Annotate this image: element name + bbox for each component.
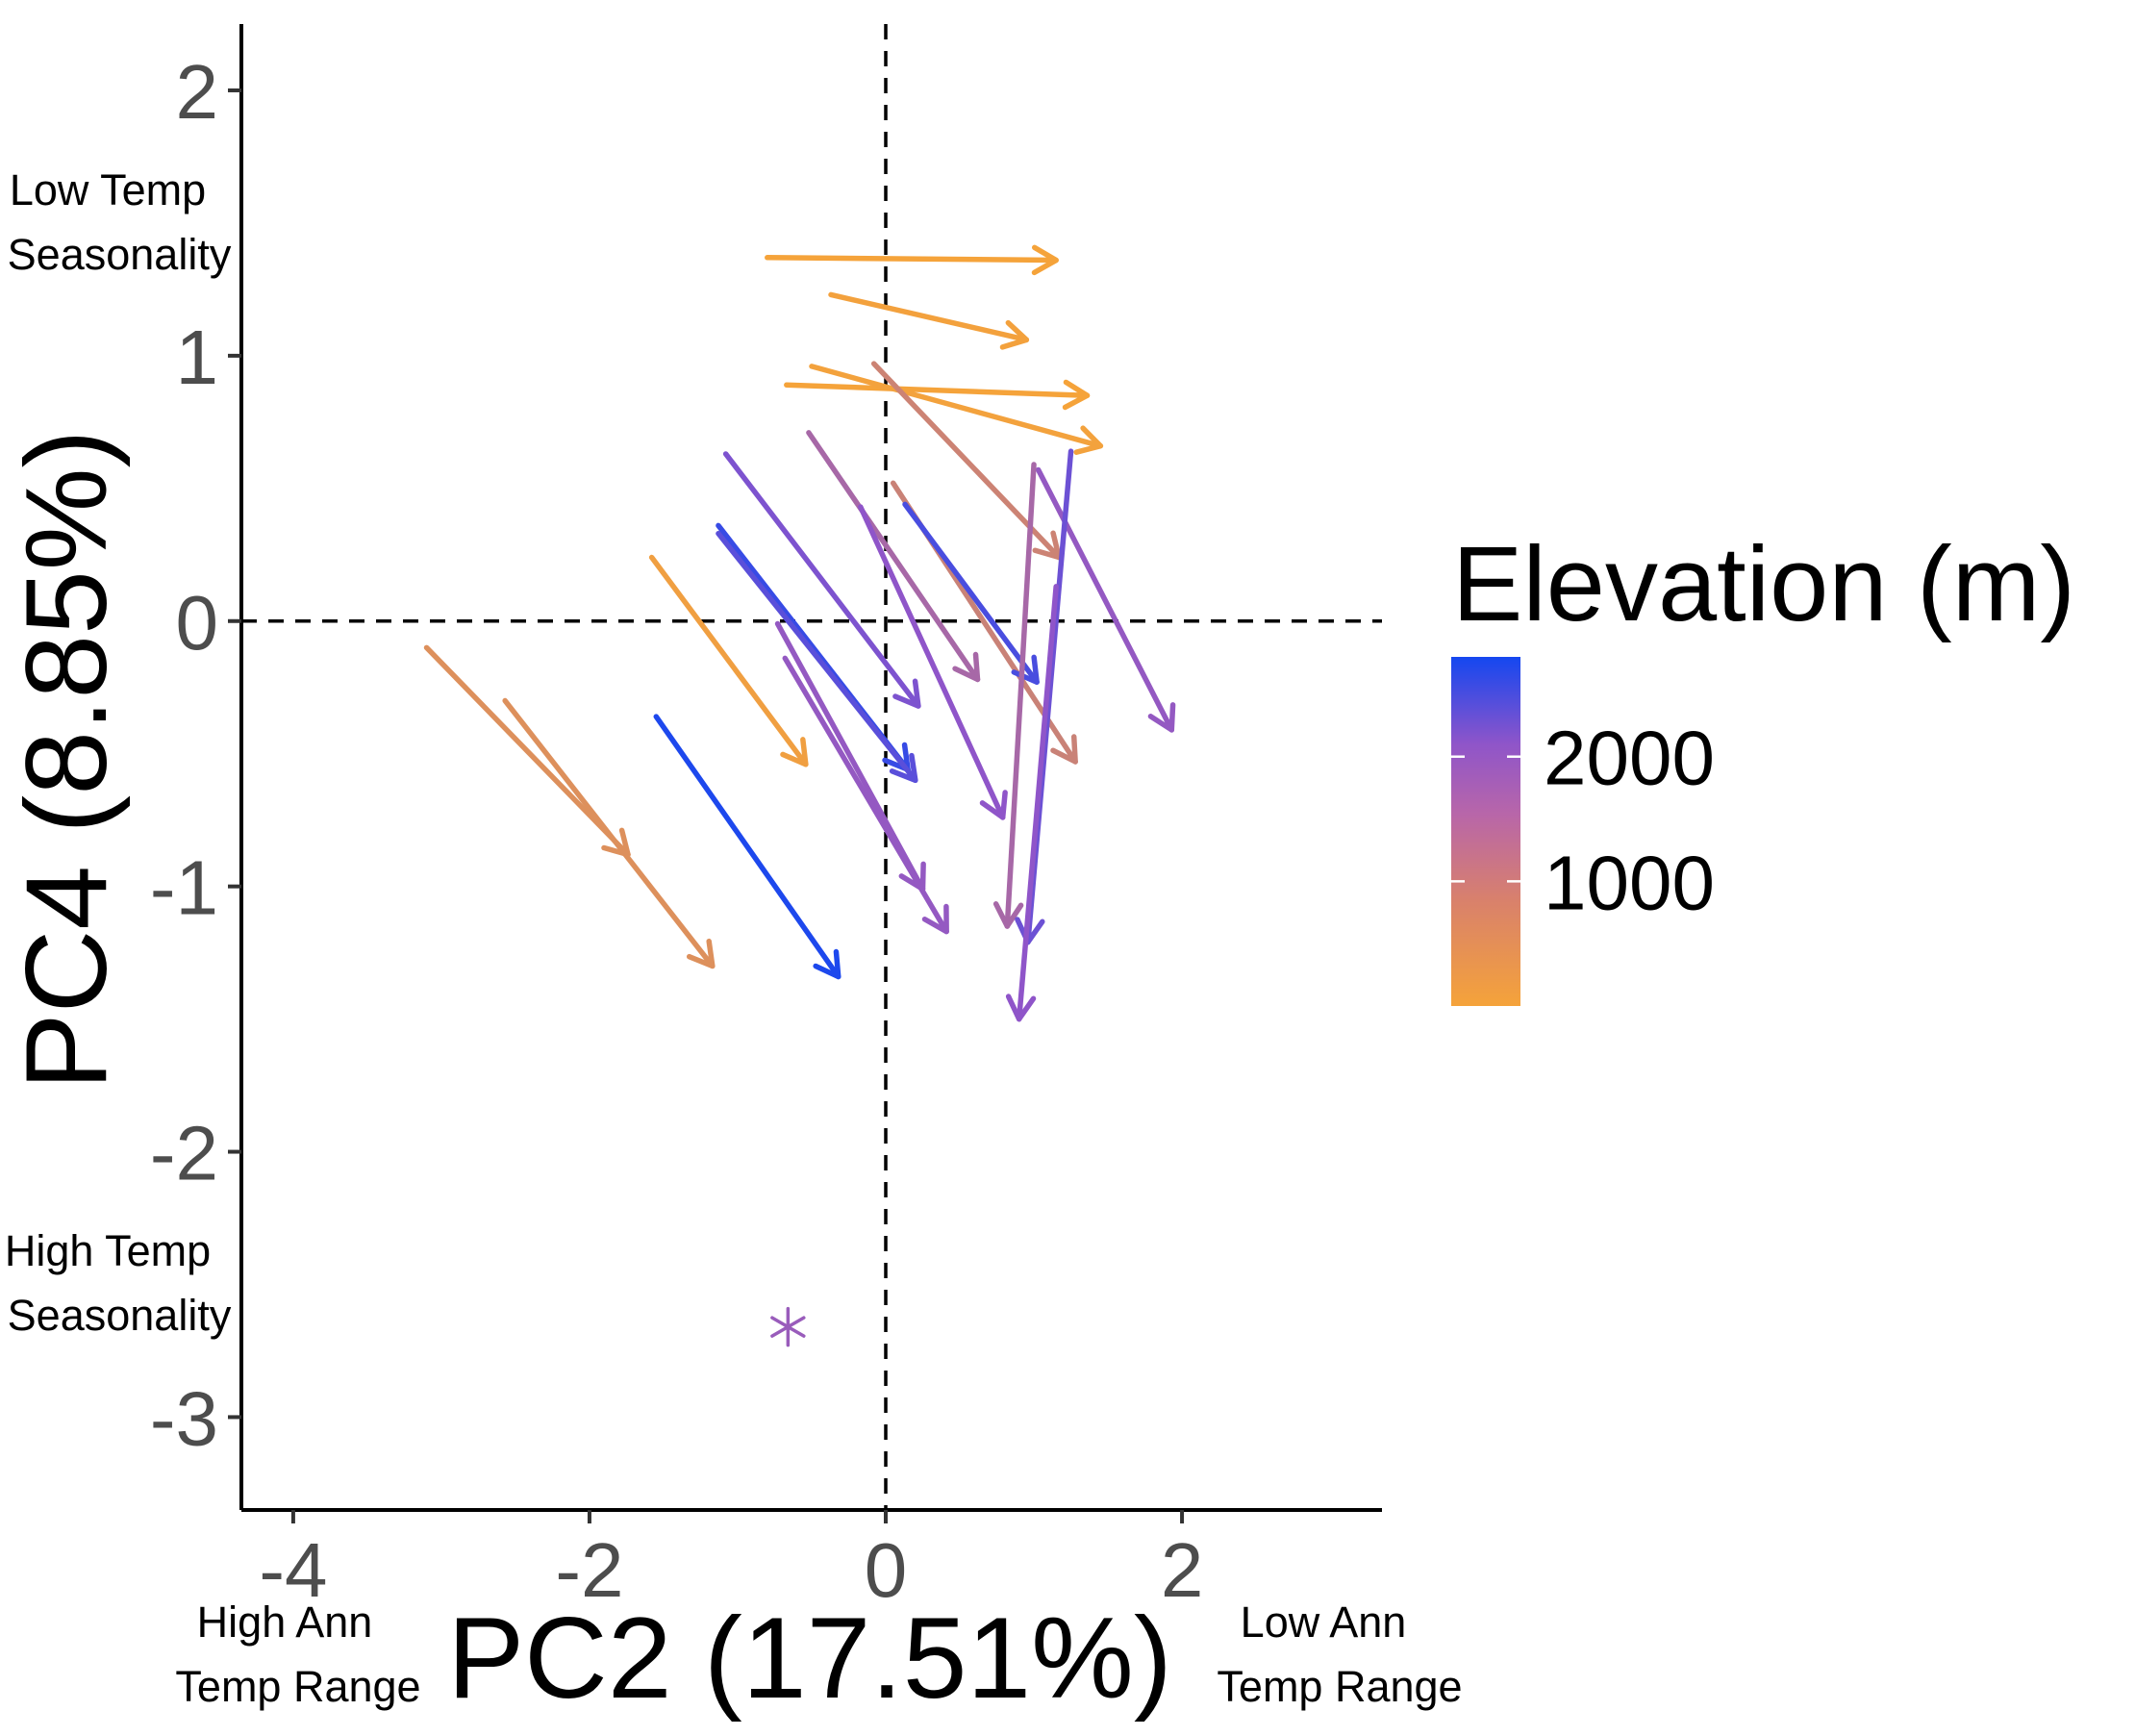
arrow-shaft: [1035, 466, 1175, 733]
x-tick-label: 0: [865, 1527, 908, 1613]
axes: -4 -2 0 2 -3 -2 -1 0 1 2: [150, 24, 1382, 1613]
arrow-shaft: [1016, 584, 1059, 1022]
arrow-head: [979, 790, 1008, 820]
arrow-shaft: [423, 644, 631, 858]
arrow-shaft: [653, 714, 841, 980]
arrow-head: [921, 903, 949, 935]
arrow-shaft: [784, 382, 1091, 398]
annot-x-right-line2: Temp Range: [1217, 1662, 1462, 1711]
x-tick-label: 2: [1161, 1527, 1204, 1613]
y-tick-label: -2: [150, 1111, 218, 1196]
annot-y-bottom-line1: High Temp: [5, 1226, 211, 1275]
arrow-10: [902, 501, 1040, 685]
legend-tick-label: 1000: [1544, 840, 1715, 925]
arrow-12: [716, 530, 918, 784]
arrow-head: [813, 948, 841, 980]
arrow-shaft: [765, 255, 1059, 264]
annot-y-top-line2: Seasonality: [8, 230, 232, 279]
arrow-9: [722, 451, 921, 709]
annot-x-right-line1: Low Ann: [1241, 1598, 1407, 1647]
y-tick-label: -3: [150, 1375, 218, 1461]
arrow-head: [1005, 994, 1037, 1022]
arrow-shaft: [716, 530, 918, 784]
y-tick-label: 0: [176, 580, 219, 666]
point-asterisk-1: [770, 1306, 806, 1347]
arrow-shaft: [782, 655, 949, 935]
arrow-1: [765, 244, 1059, 276]
arrow-head: [952, 651, 981, 683]
asterisk-stroke: [770, 1316, 806, 1338]
x-tick-label: -2: [555, 1527, 623, 1613]
x-axis-title: PC2 (17.51%): [447, 1594, 1172, 1723]
arrow-shaft: [1004, 462, 1037, 929]
arrow-21: [502, 697, 716, 969]
arrow-head: [1073, 425, 1104, 455]
arrow-22: [653, 714, 841, 980]
arrow-2: [828, 291, 1030, 350]
arrow-17: [992, 462, 1037, 929]
legend-tick-label: 2000: [1544, 716, 1715, 801]
arrow-head: [686, 938, 716, 969]
legend-colorbar: [1451, 657, 1520, 1006]
arrow-shaft: [502, 697, 716, 969]
annot-y-bottom-line2: Seasonality: [8, 1291, 232, 1340]
arrow-8: [858, 504, 1008, 820]
x-tick-label: -4: [259, 1527, 327, 1613]
reference-lines: [241, 24, 1382, 1510]
arrow-head: [780, 737, 809, 767]
arrow-shaft: [858, 504, 1006, 820]
arrow-head: [992, 901, 1024, 929]
legend: Elevation (m) 1000 2000: [1451, 525, 2075, 1006]
arrow-3: [784, 379, 1091, 411]
arrow-head: [1062, 379, 1091, 411]
y-tick-label: 2: [176, 49, 219, 135]
arrow-19: [1005, 584, 1059, 1022]
y-tick-label: 1: [176, 314, 219, 400]
arrow-7: [806, 430, 981, 683]
arrow-15: [782, 655, 949, 935]
annot-x-left-line2: Temp Range: [175, 1662, 420, 1711]
y-tick-label: -1: [150, 845, 218, 931]
arrow-16: [1035, 466, 1176, 733]
arrow-head: [1147, 702, 1176, 733]
arrow-shaft: [722, 451, 921, 709]
arrow-13: [648, 554, 809, 767]
arrow-head: [1031, 244, 1059, 276]
arrow-shaft: [648, 554, 809, 767]
legend-title: Elevation (m): [1452, 525, 2075, 643]
arrow-head: [892, 678, 921, 709]
arrow-shaft: [774, 620, 926, 893]
points-layer: [770, 1306, 806, 1347]
annot-x-left-line1: High Ann: [197, 1598, 373, 1647]
arrow-4: [809, 364, 1104, 455]
arrows-layer: [423, 244, 1176, 1022]
arrow-shaft: [809, 364, 1104, 449]
arrow-shaft: [806, 430, 981, 683]
arrow-head: [1050, 734, 1078, 765]
arrow-head: [999, 319, 1030, 350]
annot-y-top-line1: Low Temp: [10, 165, 206, 214]
legend-ticks: 1000 2000: [1451, 716, 1715, 925]
arrow-head: [889, 752, 918, 784]
arrow-shaft: [828, 291, 1030, 343]
arrow-shaft: [902, 501, 1040, 685]
y-axis-title: PC4 (8.85%): [2, 430, 131, 1091]
